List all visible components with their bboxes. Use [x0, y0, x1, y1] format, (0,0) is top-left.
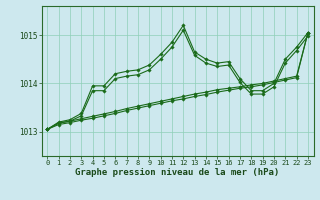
X-axis label: Graphe pression niveau de la mer (hPa): Graphe pression niveau de la mer (hPa) [76, 168, 280, 177]
